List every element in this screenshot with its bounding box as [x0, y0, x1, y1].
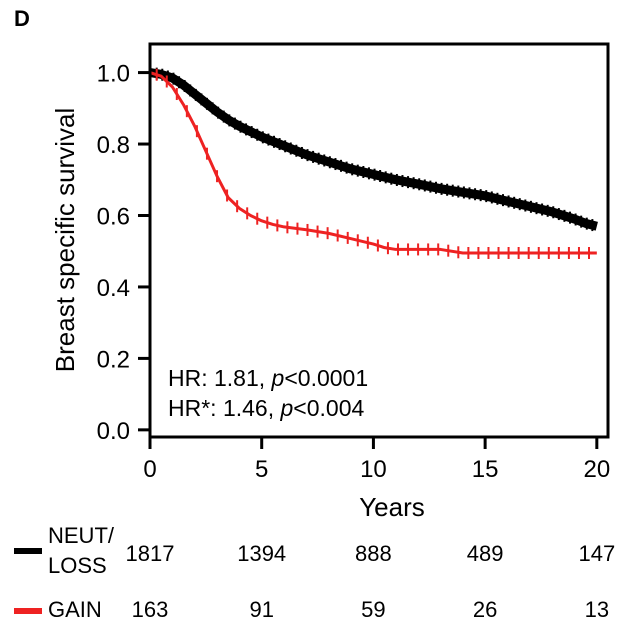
- risk-count: 91: [249, 597, 274, 622]
- risk-label-neut-loss-1: NEUT/: [48, 523, 114, 548]
- hr-annotation: HR*: 1.46, p<0.004: [168, 395, 364, 421]
- y-tick-label: 0.0: [97, 418, 130, 445]
- risk-label-neut-loss-2: LOSS: [48, 553, 107, 578]
- x-tick-label: 0: [143, 456, 156, 483]
- neut-loss-legend-swatch: [14, 548, 42, 554]
- risk-label-gain: GAIN: [48, 597, 102, 622]
- x-tick-label: 5: [255, 456, 268, 483]
- risk-count: 147: [578, 541, 616, 566]
- x-tick-label: 15: [472, 456, 499, 483]
- series-line-neut-loss: [149, 68, 598, 231]
- risk-count: 1394: [237, 541, 287, 566]
- y-tick-label: 0.2: [97, 346, 130, 373]
- risk-count: 59: [361, 597, 386, 622]
- x-tick-label: 10: [360, 456, 387, 483]
- series-line-gain: [149, 71, 597, 255]
- panel-label: D: [14, 6, 30, 31]
- plot-frame: [148, 42, 610, 439]
- risk-count: 1817: [125, 541, 175, 566]
- risk-count: 888: [355, 541, 392, 566]
- risk-count: 489: [466, 541, 504, 566]
- x-axis-label: Years: [359, 492, 425, 522]
- gain-legend-swatch: [14, 608, 42, 614]
- y-axis-label: Breast specific survival: [50, 108, 80, 372]
- x-tick-label: 20: [583, 456, 610, 483]
- risk-count: 163: [131, 597, 169, 622]
- risk-count: 26: [472, 597, 498, 622]
- y-tick-label: 1.0: [97, 61, 130, 88]
- axes-layer: 0.0 0.2 0.4 0.6 0.8 1.0 0 5 10 15 20: [97, 61, 611, 483]
- annotation-layer: HR: 1.81, p<0.0001 HR*: 1.46, p<0.004: [168, 365, 368, 421]
- y-tick-label: 0.4: [97, 275, 130, 302]
- risk-count: 13: [584, 597, 610, 622]
- hr-annotation: HR: 1.81, p<0.0001: [168, 365, 368, 391]
- series-layer: [149, 67, 598, 260]
- y-tick-label: 0.6: [97, 203, 130, 230]
- y-tick-label: 0.8: [97, 132, 130, 159]
